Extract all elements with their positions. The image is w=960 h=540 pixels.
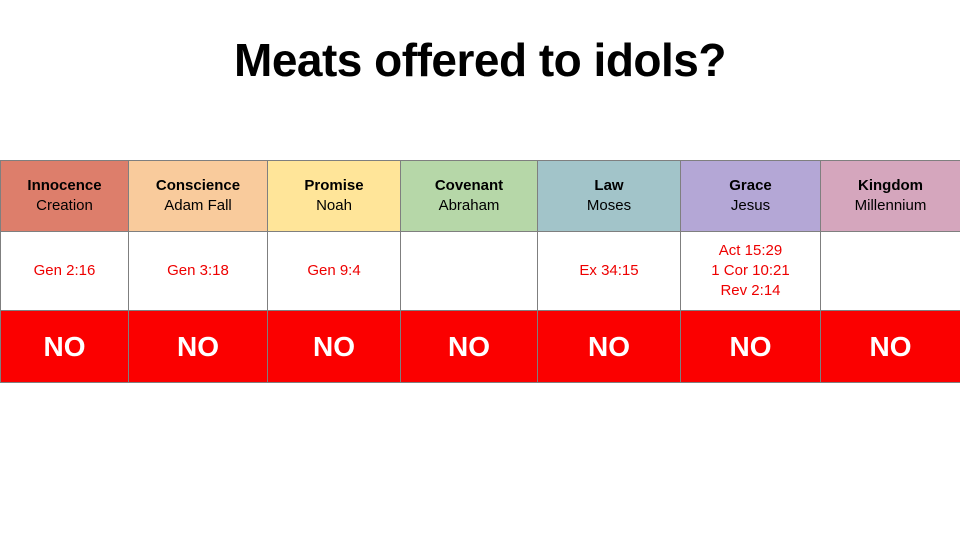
reference-cell-covenant (400, 231, 538, 311)
column-title: Kingdom (858, 177, 923, 194)
header-cell-innocence: Innocence Creation (0, 160, 129, 232)
answer-cell-law: NO (537, 310, 681, 383)
slide-title: Meats offered to idols? (234, 34, 726, 86)
column-title: Law (594, 177, 624, 194)
dispensations-table: Innocence Creation Conscience Adam Fall … (0, 160, 960, 383)
answer-cell-kingdom: NO (820, 310, 960, 383)
header-cell-conscience: Conscience Adam Fall (128, 160, 268, 232)
table-header-row: Innocence Creation Conscience Adam Fall … (0, 160, 960, 232)
answer-cell-innocence: NO (0, 310, 129, 383)
reference-cell-grace: Act 15:29 1 Cor 10:21 Rev 2:14 (680, 231, 821, 311)
column-subtitle: Jesus (730, 197, 771, 214)
answer-cell-grace: NO (680, 310, 821, 383)
header-cell-promise: Promise Noah (267, 160, 401, 232)
header-cell-law: Law Moses (537, 160, 681, 232)
column-title: Grace (729, 177, 772, 194)
header-cell-kingdom: Kingdom Millennium (820, 160, 960, 232)
column-subtitle: Moses (586, 197, 632, 214)
column-title: Innocence (27, 177, 102, 194)
answer-cell-conscience: NO (128, 310, 268, 383)
column-subtitle: Creation (36, 197, 93, 214)
answer-row: NO NO NO NO NO NO NO (0, 310, 960, 383)
reference-cell-innocence: Gen 2:16 (0, 231, 129, 311)
reference-cell-kingdom (820, 231, 960, 311)
column-subtitle: Adam Fall (164, 197, 232, 214)
column-subtitle: Millennium (854, 197, 927, 214)
reference-cell-promise: Gen 9:4 (267, 231, 401, 311)
answer-cell-covenant: NO (400, 310, 538, 383)
scripture-reference-row: Gen 2:16 Gen 3:18 Gen 9:4 Ex 34:15 Act 1… (0, 231, 960, 311)
column-title: Covenant (434, 177, 504, 194)
header-cell-covenant: Covenant Abraham (400, 160, 538, 232)
column-subtitle: Abraham (438, 197, 500, 214)
column-title: Promise (304, 177, 364, 194)
reference-cell-conscience: Gen 3:18 (128, 231, 268, 311)
column-title: Conscience (155, 177, 241, 194)
header-cell-grace: Grace Jesus (680, 160, 821, 232)
answer-cell-promise: NO (267, 310, 401, 383)
column-subtitle: Noah (316, 197, 352, 214)
reference-cell-law: Ex 34:15 (537, 231, 681, 311)
